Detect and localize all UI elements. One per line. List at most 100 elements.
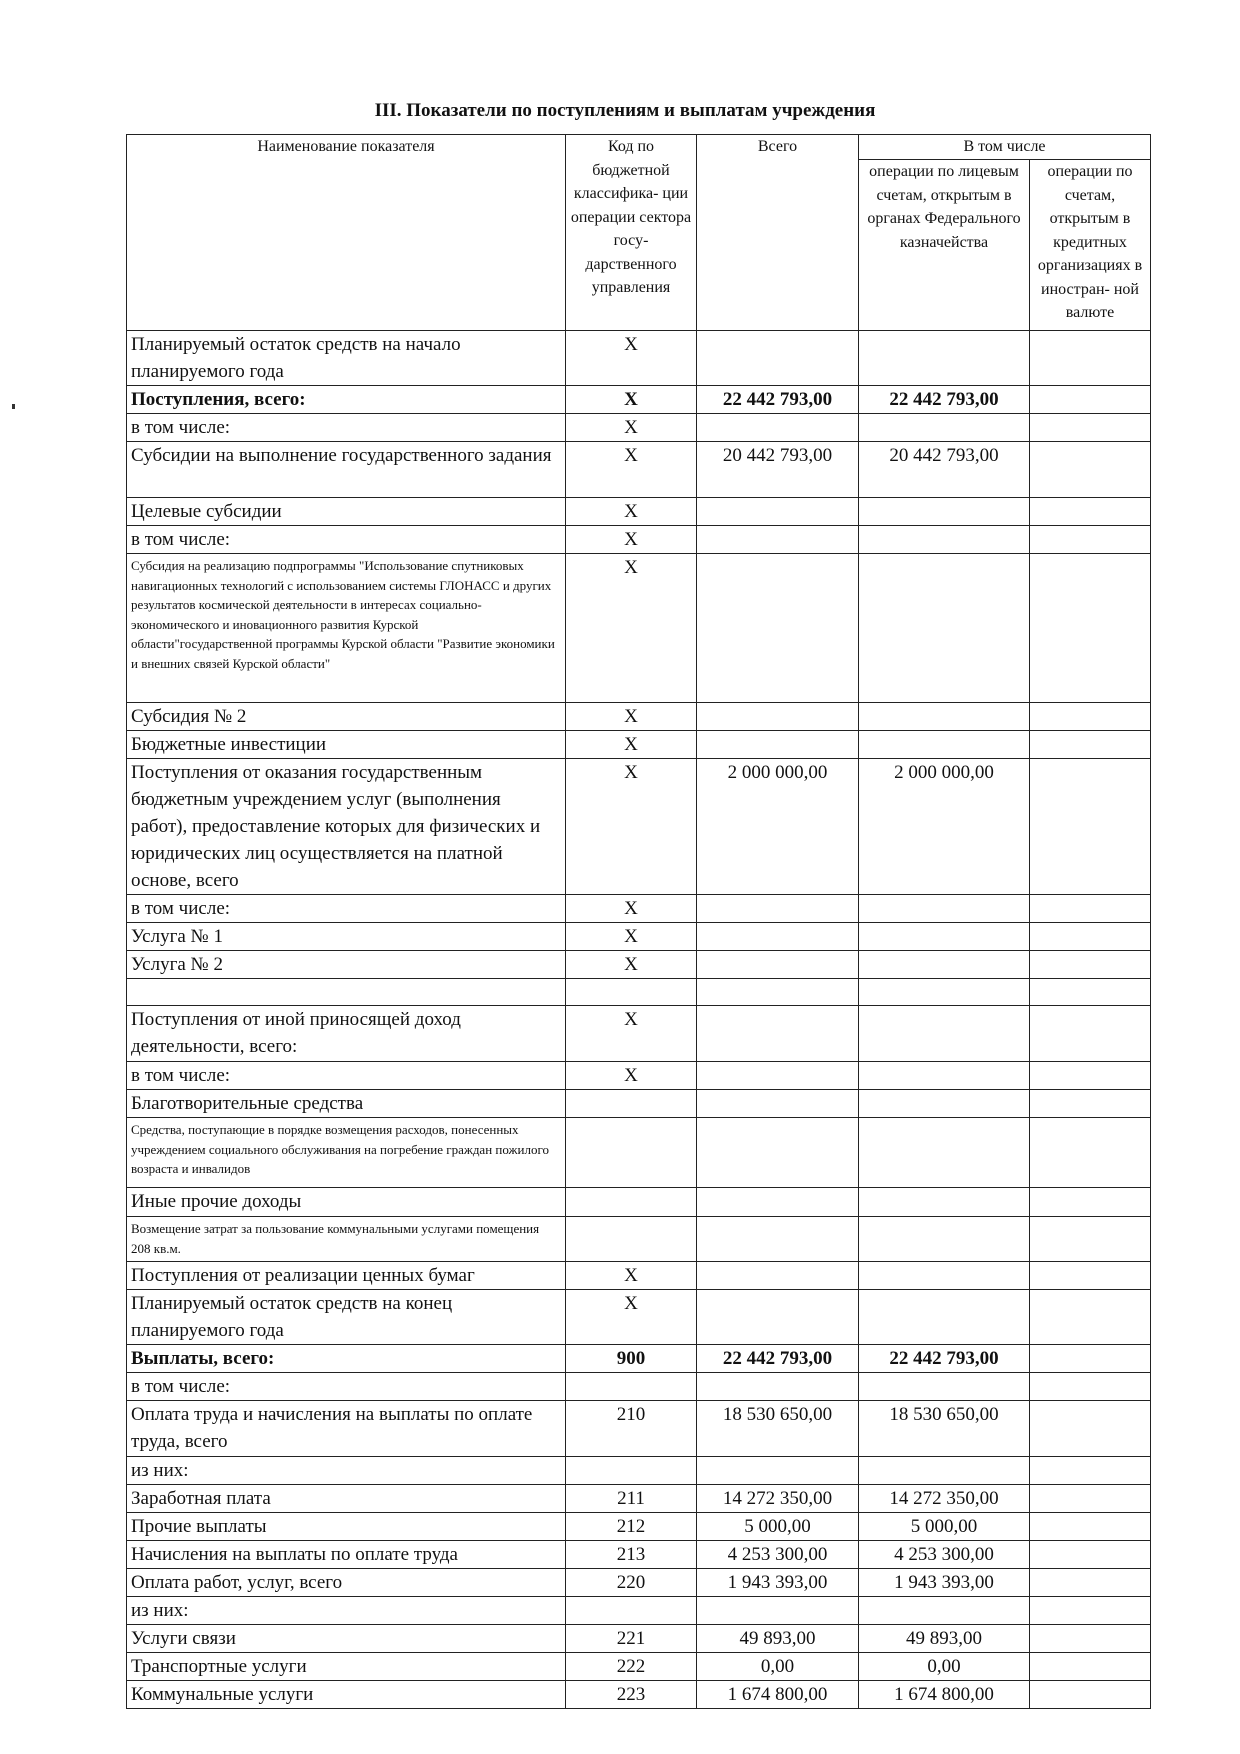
cell-code: X [565, 894, 697, 923]
cell-name: в том числе: [126, 894, 566, 923]
cell-code: 212 [565, 1512, 697, 1541]
cell-fed: 1 674 800,00 [858, 1680, 1030, 1709]
cell-code: 213 [565, 1540, 697, 1569]
cell-code: X [565, 950, 697, 979]
cell-code: 220 [565, 1568, 697, 1597]
cell-foreign [1029, 1624, 1151, 1653]
cell-name: из них: [126, 1596, 566, 1625]
cell-code: X [565, 1261, 697, 1290]
cell-foreign [1029, 730, 1151, 759]
cell-name: Планируемый остаток средств на начало пл… [126, 330, 566, 386]
cell-total [696, 525, 859, 554]
cell-total [696, 1005, 859, 1062]
cell-name: из них: [126, 1456, 566, 1485]
cell-fed [858, 525, 1030, 554]
cell-code: X [565, 553, 697, 703]
cell-fed: 22 442 793,00 [858, 385, 1030, 414]
cell-code: X [565, 922, 697, 951]
cell-code: 900 [565, 1344, 697, 1373]
cell-total: 0,00 [696, 1652, 859, 1681]
cell-total: 1 674 800,00 [696, 1680, 859, 1709]
cell-fed [858, 497, 1030, 526]
cell-code: X [565, 441, 697, 498]
cell-fed [858, 1456, 1030, 1485]
cell-name: Прочие выплаты [126, 1512, 566, 1541]
cell-foreign [1029, 1680, 1151, 1709]
cell-foreign [1029, 894, 1151, 923]
cell-foreign [1029, 1061, 1151, 1090]
cell-fed: 0,00 [858, 1652, 1030, 1681]
cell-code [565, 1372, 697, 1401]
cell-fed [858, 1089, 1030, 1118]
cell-name: Оплата труда и начисления на выплаты по … [126, 1400, 566, 1457]
cell-foreign [1029, 1372, 1151, 1401]
table-row: в том числе: X [126, 413, 1151, 442]
cell-fed [858, 330, 1030, 386]
cell-fed [858, 1117, 1030, 1188]
cell-foreign [1029, 441, 1151, 498]
table-row: Целевые субсидии X [126, 497, 1151, 526]
table-row: в том числе: X [126, 894, 1151, 923]
cell-name: Планируемый остаток средств на конец пла… [126, 1289, 566, 1345]
cell-code: X [565, 1289, 697, 1345]
cell-code [565, 1187, 697, 1217]
cell-name: Бюджетные инвестиции [126, 730, 566, 759]
section-title: III. Показатели по поступлениям и выплат… [374, 100, 876, 121]
table-row: Транспортные услуги 222 0,00 0,00 [126, 1652, 1151, 1681]
cell-code: X [565, 385, 697, 414]
cell-foreign [1029, 1117, 1151, 1188]
cell-fed [858, 922, 1030, 951]
table-row: Поступления, всего: X 22 442 793,00 22 442 … [126, 385, 1151, 414]
table-row: Коммунальные услуги 223 1 674 800,00 1 674 … [126, 1680, 1151, 1709]
cell-name: Целевые субсидии [126, 497, 566, 526]
header-fed: операции по лицевым счетам, открытым в о… [858, 159, 1030, 331]
cell-fed: 2 000 000,00 [858, 758, 1030, 895]
cell-fed: 20 442 793,00 [858, 441, 1030, 498]
cell-foreign [1029, 525, 1151, 554]
cell-code [565, 1216, 697, 1262]
table-row: Планируемый остаток средств на начало пл… [126, 330, 1151, 386]
cell-code: X [565, 730, 697, 759]
cell-code: X [565, 497, 697, 526]
cell-foreign [1029, 702, 1151, 731]
cell-total: 1 943 393,00 [696, 1568, 859, 1597]
cell-name: Субсидии на выполнение государственного … [126, 441, 566, 498]
cell-foreign [1029, 330, 1151, 386]
cell-total [696, 553, 859, 703]
cell-name: в том числе: [126, 525, 566, 554]
cell-foreign [1029, 758, 1151, 895]
cell-total: 14 272 350,00 [696, 1484, 859, 1513]
cell-name: Средства, поступающие в порядке возмещен… [126, 1117, 566, 1188]
cell-foreign [1029, 1187, 1151, 1217]
cell-fed: 4 253 300,00 [858, 1540, 1030, 1569]
table-row [126, 978, 1151, 1006]
cell-foreign [1029, 1005, 1151, 1062]
cell-code [565, 1117, 697, 1188]
cell-fed: 49 893,00 [858, 1624, 1030, 1653]
cell-code: 210 [565, 1400, 697, 1457]
table-row: Услуги связи 221 49 893,00 49 893,00 [126, 1624, 1151, 1653]
cell-total [696, 1596, 859, 1625]
cell-code: 211 [565, 1484, 697, 1513]
cell-foreign [1029, 553, 1151, 703]
cell-total [696, 330, 859, 386]
cell-total [696, 1117, 859, 1188]
cell-total [696, 1089, 859, 1118]
cell-total [696, 1187, 859, 1217]
table-row: Поступления от оказания государственным … [126, 758, 1151, 895]
header-name: Наименование показателя [126, 134, 566, 331]
cell-code [565, 1456, 697, 1485]
table-row: Поступления от реализации ценных бумаг X [126, 1261, 1151, 1290]
table-row: Поступления от иной приносящей доход дея… [126, 1005, 1151, 1062]
cell-name: Субсидия № 2 [126, 702, 566, 731]
cell-code: X [565, 413, 697, 442]
cell-code [565, 1596, 697, 1625]
cell-name: Поступления от иной приносящей доход дея… [126, 1005, 566, 1062]
cell-code: 223 [565, 1680, 697, 1709]
table-row: в том числе: X [126, 525, 1151, 554]
cell-total: 4 253 300,00 [696, 1540, 859, 1569]
cell-foreign [1029, 1596, 1151, 1625]
table-row: Заработная плата 211 14 272 350,00 14 272 3… [126, 1484, 1151, 1513]
cell-fed [858, 1187, 1030, 1217]
